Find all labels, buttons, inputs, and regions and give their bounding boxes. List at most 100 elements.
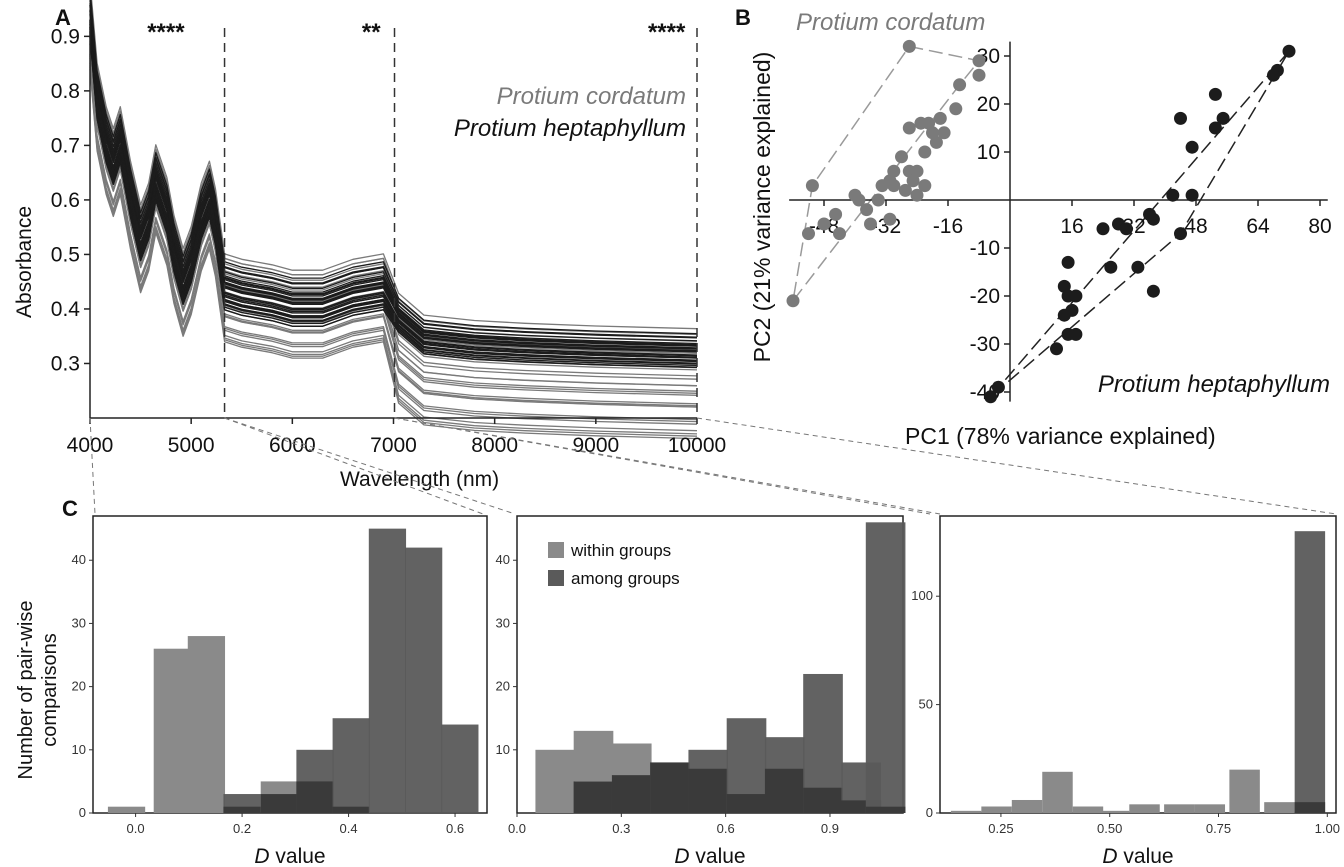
heptaphyllum-hull [990, 50, 1290, 398]
pc2-tick-label: 20 [977, 93, 1000, 116]
heptaphyllum-point [1174, 227, 1187, 241]
cordatum-point [887, 179, 901, 193]
among-groups-bar [332, 718, 370, 813]
overlap-bar [803, 787, 843, 813]
x-tick-label: 4000 [67, 434, 114, 457]
y-tick-label: 20 [72, 679, 86, 694]
heptaphyllum-point [1096, 222, 1110, 236]
x-tick-label: 0.0 [508, 821, 526, 836]
overlap-bar [726, 794, 767, 813]
y-tick-label: 0.5 [51, 243, 80, 266]
pc2-tick-label: 10 [977, 141, 1000, 164]
cordatum-point [817, 217, 831, 231]
within-groups-bar [153, 648, 191, 813]
legend-swatch-within [548, 542, 564, 558]
zoom-connector-line [224, 417, 516, 515]
within-groups-bar [981, 806, 1012, 813]
x-tick-label: 0.50 [1097, 821, 1122, 836]
x-tick-label: 10000 [668, 434, 726, 457]
histogram-frame [939, 515, 1337, 814]
x-tick-label: 0.2 [233, 821, 251, 836]
heptaphyllum-point [1069, 289, 1083, 303]
x-tick-label: 5000 [168, 434, 215, 457]
overlap-bar [611, 775, 652, 813]
cordatum-point [864, 217, 877, 231]
cordatum-point [937, 126, 951, 140]
pc1-tick-label: -16 [933, 215, 963, 238]
legend-among-groups: among groups [571, 569, 680, 588]
pc2-tick-label: -20 [970, 285, 1000, 308]
within-groups-bar [260, 781, 298, 795]
cordatum-point [805, 179, 819, 193]
overlap-bar [764, 768, 805, 813]
cordatum-point [914, 116, 928, 130]
cordatum-point [871, 193, 885, 207]
cordatum-spectrum-line [89, 62, 698, 432]
cordatum-point [918, 179, 932, 193]
within-groups-bar [1011, 799, 1043, 813]
pca-points [786, 39, 1296, 404]
pc1-tick-label: 48 [1184, 215, 1207, 238]
overlap-bar [688, 768, 729, 813]
heptaphyllum-point [1282, 44, 1296, 58]
cordatum-point [883, 212, 897, 226]
among-groups-bar [405, 547, 443, 813]
heptaphyllum-point [1146, 212, 1160, 226]
cordatum-point [929, 135, 943, 149]
y-axis-title-absorbance: Absorbance [13, 206, 36, 318]
group-label-cordatum: Protium cordatum [796, 9, 985, 36]
legend-heptaphyllum: Protium heptaphyllum [454, 115, 686, 142]
cordatum-spectrum-line [89, 67, 698, 437]
among-groups-bar [368, 528, 407, 813]
within-groups-bar [1264, 802, 1295, 813]
x-axis-title-d-value: D value [254, 845, 325, 867]
heptaphyllum-point [1061, 327, 1075, 341]
cordatum-spectrum-line [89, 41, 698, 405]
within-groups-bar [1072, 806, 1104, 813]
pc2-tick-label: -30 [970, 333, 1000, 356]
y-tick-label: 0.4 [51, 298, 81, 321]
overlap-bar [223, 806, 261, 813]
among-groups-bar [441, 724, 479, 813]
x-tick-label: 0.9 [821, 821, 839, 836]
histogram-region-2: 0.0 0.3 0.6 0.9 10 20 30 40 D value [496, 515, 906, 867]
x-axis-title-d-value: D value [1102, 845, 1173, 867]
spectra-chart: 4000 5000 6000 7000 8000 9000 10000 0.3 0.4 0.5 0.… [13, 0, 726, 491]
overlap-bar [332, 806, 370, 813]
within-groups-bar [1129, 804, 1160, 813]
heptaphyllum-point [991, 380, 1005, 394]
within-groups-bar [950, 810, 982, 813]
overlap-bar [296, 781, 334, 813]
among-groups-bar [1294, 531, 1326, 813]
within-groups-bar [187, 636, 226, 813]
cordatum-point [902, 121, 916, 135]
y-tick-label: 100 [911, 588, 933, 603]
cordatum-point [949, 102, 963, 116]
within-groups-bar [1194, 804, 1226, 813]
x-axis-title-wavelength: Wavelength (nm) [340, 468, 499, 491]
cordatum-point [833, 227, 846, 241]
cordatum-point [829, 207, 843, 221]
overlap-bar [865, 806, 906, 813]
y-tick-label: 30 [496, 615, 510, 630]
y-tick-label: 0.7 [51, 134, 80, 157]
pc1-tick-label: 80 [1308, 215, 1331, 238]
y-tick-label: 0.3 [51, 352, 80, 375]
zoom-connector-line [394, 417, 941, 515]
x-tick-label: 0.0 [127, 821, 145, 836]
cordatum-point [972, 68, 986, 82]
cordatum-point [910, 188, 924, 202]
cordatum-point [898, 183, 912, 197]
among-groups-bar [865, 522, 906, 813]
zoom-connectors [89, 417, 1337, 515]
heptaphyllum-spectrum-line [89, 19, 698, 356]
heptaphyllum-spectrum-line [89, 0, 698, 339]
heptaphyllum-point [1061, 255, 1075, 269]
heptaphyllum-point [1216, 111, 1230, 125]
cordatum-spectrum-line [90, 0, 698, 330]
heptaphyllum-spectrum-line [90, 0, 698, 335]
legend-cordatum: Protium cordatum [497, 83, 686, 110]
x-tick-label: 7000 [370, 434, 417, 457]
